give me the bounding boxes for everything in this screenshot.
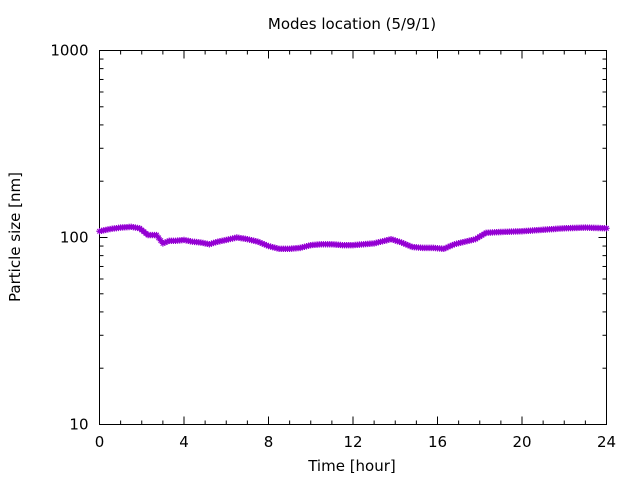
data-point bbox=[261, 241, 268, 248]
tick-labels: 0 4 8 12 16 20 24 10 100 1000 bbox=[50, 42, 616, 452]
axis-ticks bbox=[99, 50, 607, 425]
series-markers bbox=[96, 223, 610, 253]
x-tick-label: 12 bbox=[343, 433, 362, 451]
data-point bbox=[404, 241, 412, 249]
series-line bbox=[96, 223, 610, 253]
data-point bbox=[400, 240, 407, 247]
y-tick-label: 1000 bbox=[50, 42, 88, 60]
y-tick-label: 100 bbox=[60, 229, 89, 247]
data-point bbox=[392, 237, 399, 244]
data-point bbox=[258, 240, 266, 247]
data-point bbox=[161, 239, 169, 246]
series-layer bbox=[96, 223, 610, 253]
data-point bbox=[256, 239, 264, 246]
data-point bbox=[208, 240, 215, 247]
data-point bbox=[153, 231, 160, 239]
data-point bbox=[210, 239, 217, 247]
y-axis-label: Particle size [nm] bbox=[6, 172, 24, 302]
x-tick-label: 20 bbox=[512, 433, 531, 451]
data-point bbox=[155, 234, 162, 242]
data-point bbox=[603, 225, 610, 232]
data-point bbox=[254, 238, 262, 245]
data-point bbox=[394, 237, 401, 245]
plot-frame bbox=[99, 50, 607, 425]
data-point bbox=[398, 239, 405, 246]
data-point bbox=[440, 245, 448, 253]
data-point bbox=[446, 242, 454, 250]
data-point bbox=[387, 235, 395, 243]
y-tick-label: 10 bbox=[69, 416, 88, 434]
data-point bbox=[157, 237, 164, 244]
data-point bbox=[402, 241, 410, 248]
x-tick-label: 0 bbox=[95, 433, 105, 451]
x-tick-label: 8 bbox=[264, 433, 274, 451]
x-tick-label: 24 bbox=[597, 433, 616, 451]
data-point bbox=[449, 241, 456, 249]
data-point bbox=[444, 243, 452, 251]
x-axis-label: Time [hour] bbox=[307, 457, 396, 475]
x-tick-label: 16 bbox=[428, 433, 447, 451]
data-point bbox=[263, 241, 270, 249]
data-point bbox=[389, 236, 397, 244]
chart-title: Modes location (5/9/1) bbox=[268, 15, 436, 33]
data-point bbox=[159, 240, 167, 247]
data-point bbox=[212, 239, 219, 246]
x-tick-label: 4 bbox=[179, 433, 189, 451]
data-point bbox=[442, 244, 450, 252]
data-point bbox=[396, 238, 403, 246]
data-point bbox=[163, 238, 171, 245]
data-point bbox=[206, 241, 213, 248]
data-point bbox=[406, 242, 414, 250]
